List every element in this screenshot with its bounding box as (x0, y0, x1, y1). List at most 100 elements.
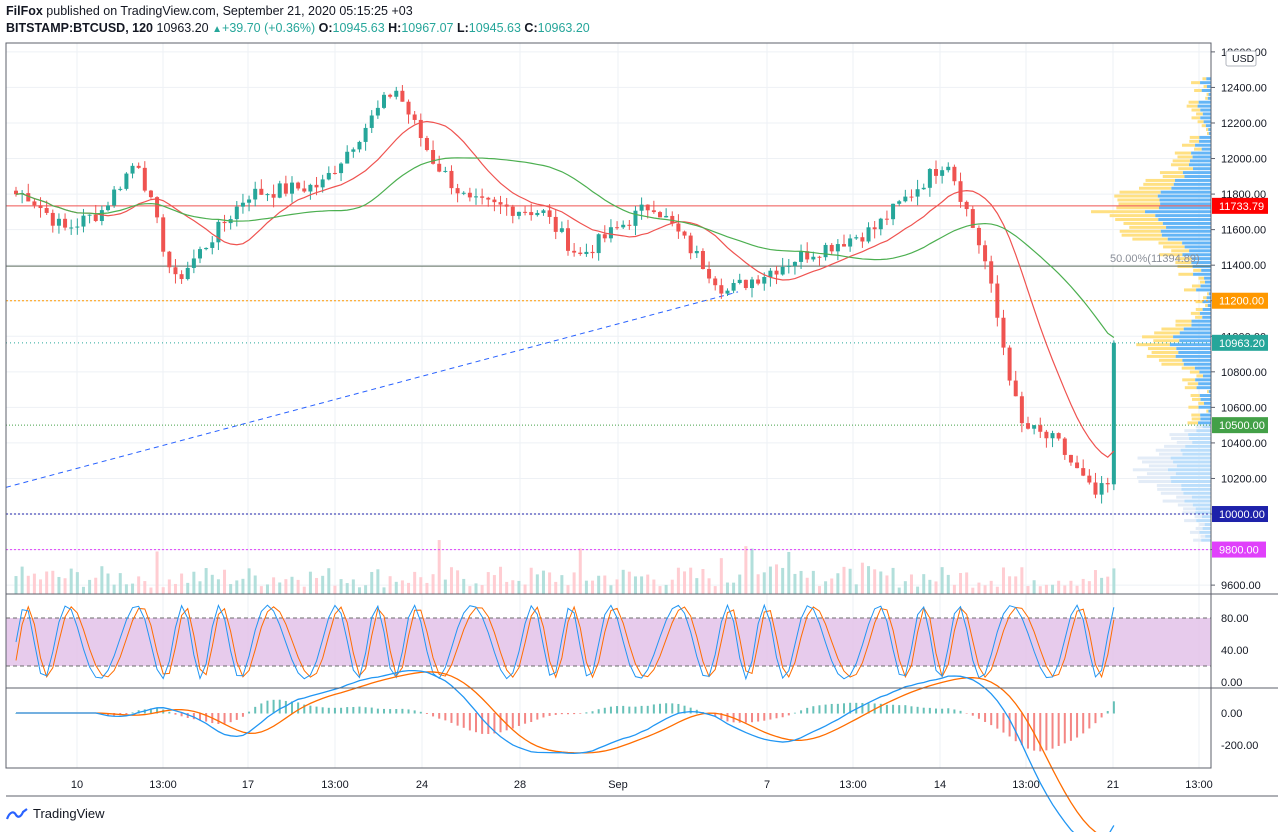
low-label: L: (456, 21, 469, 35)
candle-body (339, 163, 344, 174)
time-tick-label: 13:00 (1012, 779, 1040, 791)
volume-profile-bar (1191, 284, 1201, 288)
volume-profile-bar (1203, 85, 1207, 89)
horizontal-lines[interactable]: 50.00%(11394.89) (5, 205, 1211, 551)
volume-profile-bar (1160, 202, 1211, 206)
volume-profile-bar (1207, 304, 1211, 308)
volume-bar (811, 570, 815, 594)
price-label-text: 10500.00 (1219, 420, 1265, 432)
volume-profile-bar (1191, 116, 1201, 120)
volume-profile-bar (1139, 186, 1172, 190)
macd-histogram-bar (499, 713, 502, 733)
volume-profile-bar (1200, 417, 1211, 421)
volume-profile-bar (1206, 92, 1209, 96)
volume-profile-bar (1200, 280, 1205, 284)
author-name[interactable]: FilFox (6, 4, 43, 18)
candle-body (529, 212, 534, 216)
candle-body (369, 115, 374, 128)
time-tick-label: 17 (242, 779, 254, 791)
volume-profile-bar (1205, 96, 1208, 100)
volume-profile-bar (1157, 194, 1211, 198)
volume-bar (1001, 567, 1005, 594)
macd-histogram-bar (892, 704, 895, 714)
volume-profile-bar (1158, 241, 1183, 245)
volume-profile-bar (1201, 147, 1211, 151)
volume-profile-bar (1181, 143, 1196, 147)
volume-bar (284, 579, 288, 594)
macd-histogram-bar (456, 713, 459, 726)
volume-profile-bar (1197, 120, 1204, 124)
volume-bar (995, 586, 999, 594)
volume-profile-bar (1171, 249, 1190, 253)
volume-profile-bar (1159, 198, 1211, 202)
volume-bar (456, 570, 460, 594)
macd-histogram-bar (996, 713, 999, 729)
macd-histogram-bar (536, 713, 539, 720)
candle-body (1032, 425, 1037, 429)
stoch-rsi-pane[interactable] (6, 603, 1211, 681)
macd-histogram-bar (861, 702, 864, 714)
candle-body (234, 206, 239, 220)
volume-profile-bar (1166, 225, 1211, 229)
volume-bar (799, 570, 803, 594)
candle-body (498, 202, 503, 205)
volume-bar (1063, 585, 1067, 594)
volume-bar (223, 569, 227, 594)
tradingview-footer[interactable]: TradingView (6, 806, 105, 821)
macd-histogram-bar (444, 713, 447, 721)
macd-histogram-bar (1039, 713, 1042, 752)
macd-histogram-bar (462, 713, 465, 728)
macd-histogram-bar (855, 702, 858, 714)
volume-profile-bar (1208, 132, 1211, 136)
candle-body (1099, 483, 1104, 495)
macd-histogram-bar (683, 705, 686, 714)
volume-bar (1057, 580, 1061, 594)
macd-histogram-bar (763, 713, 766, 721)
candle-body (927, 169, 932, 188)
candles[interactable] (14, 85, 1116, 504)
macd-histogram-bar (180, 713, 183, 717)
macd-histogram-bar (315, 706, 318, 714)
time-axis[interactable]: 10 13:00 17 13:00 24 28 Sep 7 13:00 14 13:00 21 13:0… (71, 779, 1213, 791)
candle-body (191, 258, 196, 268)
volume-bar (922, 574, 926, 594)
macd-pane[interactable] (15, 669, 1115, 832)
volume-bar (75, 572, 79, 594)
volume-profile-bar (1132, 468, 1169, 472)
volume-profile-bar (1189, 139, 1200, 143)
volume-bar (198, 581, 202, 594)
volume-profile-bar (1175, 178, 1211, 182)
macd-histogram-bar (1027, 713, 1029, 749)
candle-body (535, 212, 540, 216)
volume-profile-bar (1191, 257, 1211, 261)
volume-profile-bar (1207, 292, 1209, 296)
volume-bar (118, 573, 122, 594)
macd-histogram-bar (744, 713, 747, 723)
volume-profile-bar (1184, 386, 1197, 390)
macd-histogram-bar (689, 707, 692, 714)
macd-histogram-bar (475, 713, 477, 733)
candle-body (553, 216, 558, 232)
volume-profile-bar (1183, 327, 1211, 331)
candle-body (326, 172, 331, 180)
volume-profile-bar (1208, 409, 1211, 413)
volume-profile-bar (1203, 401, 1211, 405)
volume-bar (468, 586, 472, 594)
candle-body (204, 247, 209, 250)
macd-histogram-bar (364, 707, 367, 714)
volume-bar (511, 580, 515, 594)
volume-bar (603, 575, 607, 594)
price-axis[interactable]: 12600.0012400.0012200.0012000.0011800.00… (1211, 47, 1268, 752)
volume-profile-bar (1196, 112, 1203, 116)
volume-profile-bar (1195, 526, 1203, 530)
volume-bar (572, 572, 576, 594)
macd-histogram-bar (573, 713, 576, 715)
candle-body (737, 279, 742, 283)
volume-bar (609, 585, 613, 594)
symbol-label[interactable]: BITSTAMP:BTCUSD, 120 (6, 21, 154, 35)
candle-body (418, 119, 423, 138)
volume-profile-bar (1193, 268, 1202, 272)
volume-bar (854, 584, 858, 594)
volume-profile-bar (1191, 108, 1201, 112)
